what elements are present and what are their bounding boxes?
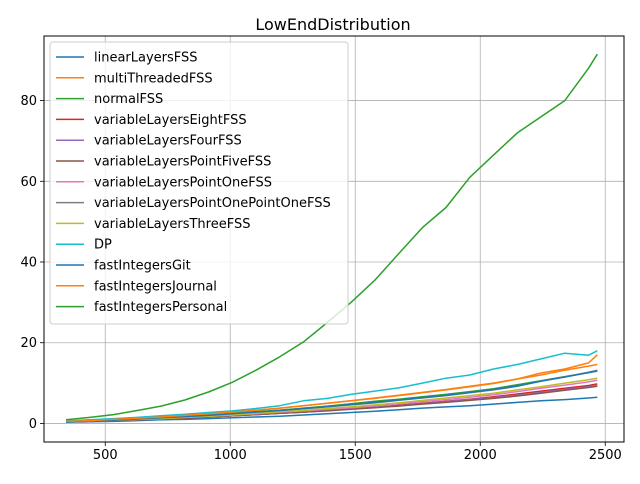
x-tick-label: 1500 <box>339 448 372 463</box>
y-tick-label: 40 <box>20 256 37 271</box>
plot-frame <box>43 35 625 443</box>
legend-label: variableLayersPointOneFSS <box>94 175 272 190</box>
legend-label: DP <box>94 238 112 253</box>
legend-label: variableLayersPointOnePointOneFSS <box>94 196 331 211</box>
axis-ticks: 500 1000 1500 2000 2500 0 20 40 60 80 <box>20 94 621 463</box>
series-line-linear-layers-fss <box>65 396 598 423</box>
legend-label: multiThreadedFSS <box>94 71 213 86</box>
legend-label: fastIntegersGit <box>94 259 191 274</box>
series-lines <box>65 53 598 423</box>
y-tick-label: 80 <box>20 94 37 109</box>
y-tick-label: 60 <box>20 175 37 190</box>
x-tick-label: 1000 <box>214 448 247 463</box>
series-line-fast-integers-git <box>65 370 598 423</box>
legend-box <box>49 41 349 325</box>
legend-label: fastIntegersPersonal <box>94 300 227 315</box>
x-tick-label: 500 <box>93 448 118 463</box>
legend-label: fastIntegersJournal <box>94 279 217 294</box>
y-tick-label: 20 <box>20 336 37 351</box>
x-tick-label: 2000 <box>464 448 497 463</box>
legend-label: variableLayersPointFiveFSS <box>94 155 271 170</box>
legend-label: variableLayersFourFSS <box>94 134 242 149</box>
legend-label: variableLayersThreeFSS <box>94 217 250 232</box>
series-line-fast-integers-journal <box>65 363 598 423</box>
series-line-dp <box>65 350 598 422</box>
legend-label: normalFSS <box>94 92 163 107</box>
y-tick-label: 0 <box>29 417 37 432</box>
legend: linearLayersFSS multiThreadedFSS normalFSS… <box>49 41 349 325</box>
x-tick-label: 2500 <box>589 448 622 463</box>
legend-label: linearLayersFSS <box>94 51 198 66</box>
legend-label: variableLayersEightFSS <box>94 113 247 128</box>
chart-title: LowEndDistribution <box>255 15 410 34</box>
